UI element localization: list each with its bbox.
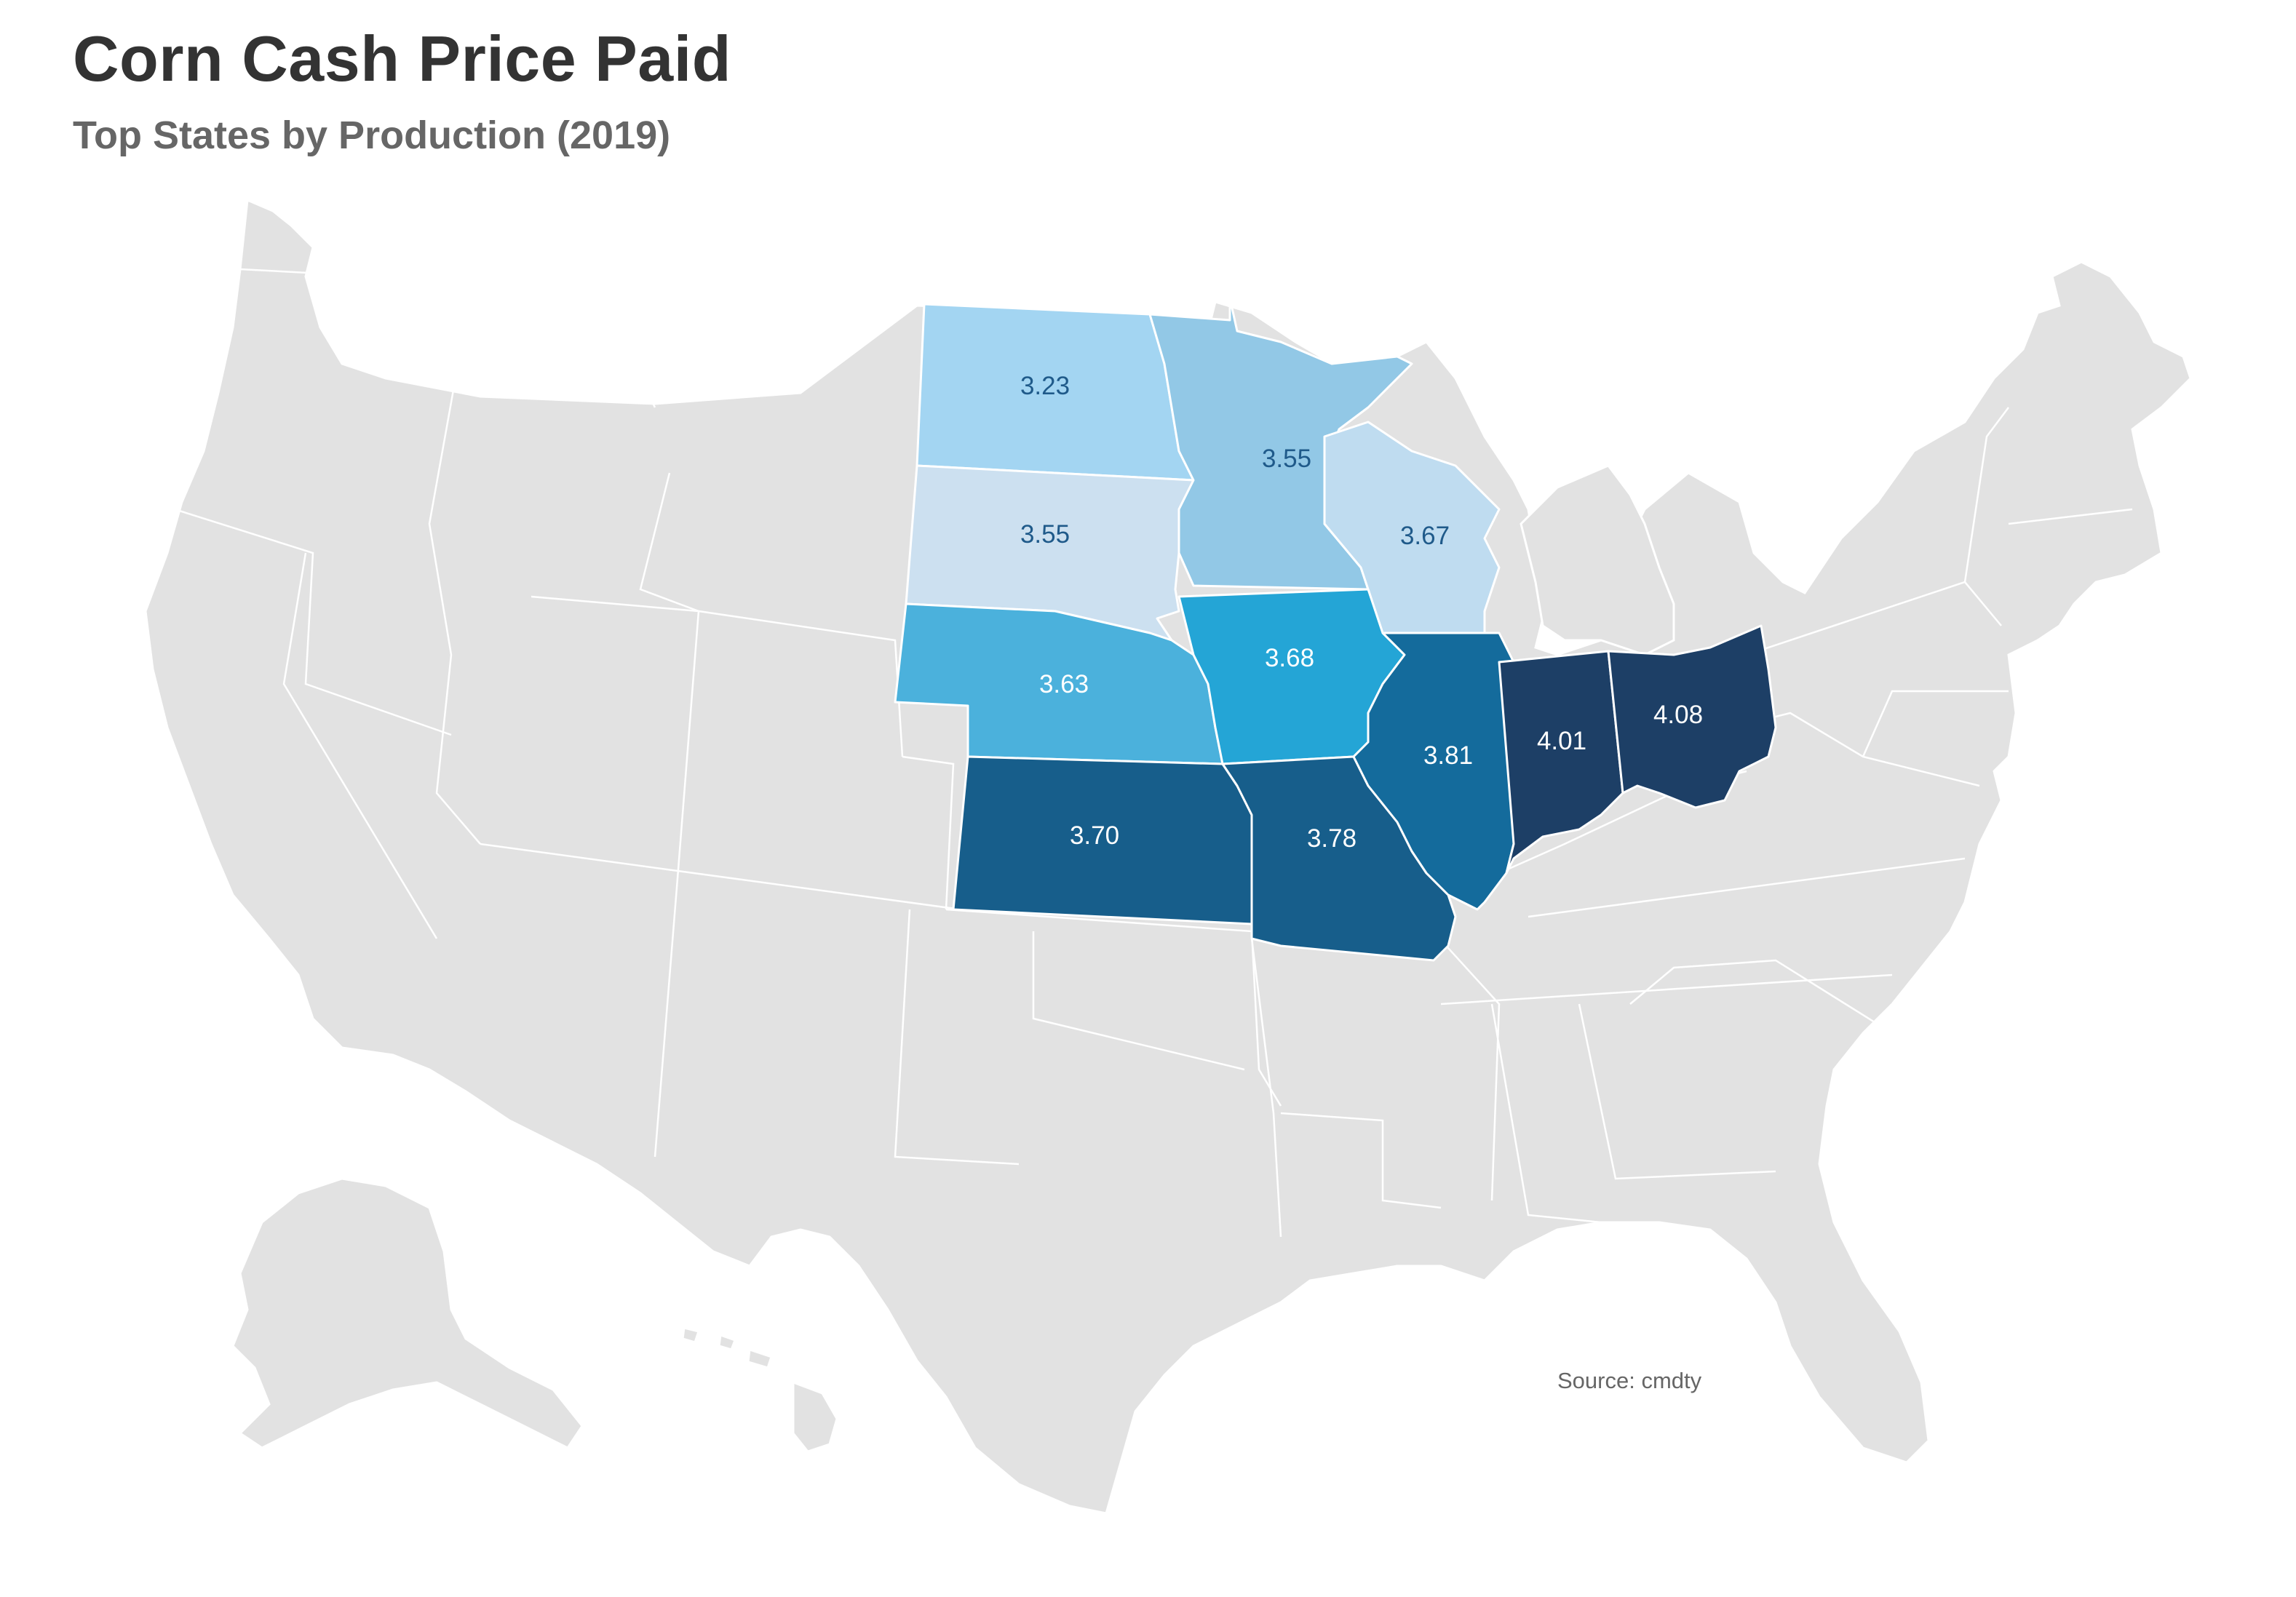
value-label-ohio: 4.08 <box>1653 701 1703 729</box>
hawaii-islands <box>681 1326 773 1369</box>
michigan <box>1520 464 1675 656</box>
hawaii-landmass <box>792 1380 838 1453</box>
value-label-nebraska: 3.63 <box>1039 670 1089 698</box>
value-label-indiana: 4.01 <box>1537 727 1586 755</box>
value-label-kansas: 3.70 <box>1070 821 1119 850</box>
map-title: Corn Cash Price Paid <box>73 23 731 95</box>
highlighted-states <box>894 297 1777 962</box>
value-label-north-dakota: 3.23 <box>1020 372 1070 400</box>
value-labels: 3.23 3.55 3.55 3.67 3.63 3.68 3.70 3.78 … <box>1020 372 1703 853</box>
value-label-south-dakota: 3.55 <box>1020 520 1070 549</box>
value-label-missouri: 3.78 <box>1307 824 1356 853</box>
map-subtitle: Top States by Production (2019) <box>73 113 671 157</box>
state-shape-wisconsin[interactable] <box>1323 421 1501 634</box>
source-note: Source: cmdty <box>1557 1368 1702 1393</box>
state-borders <box>174 239 2133 1238</box>
state-shape-ohio[interactable] <box>1607 624 1777 809</box>
alaska-landmass <box>231 1177 584 1449</box>
value-label-iowa: 3.68 <box>1265 644 1314 672</box>
value-label-illinois: 3.81 <box>1423 741 1473 770</box>
value-label-wisconsin: 3.67 <box>1400 522 1450 550</box>
value-label-minnesota: 3.55 <box>1262 445 1311 473</box>
